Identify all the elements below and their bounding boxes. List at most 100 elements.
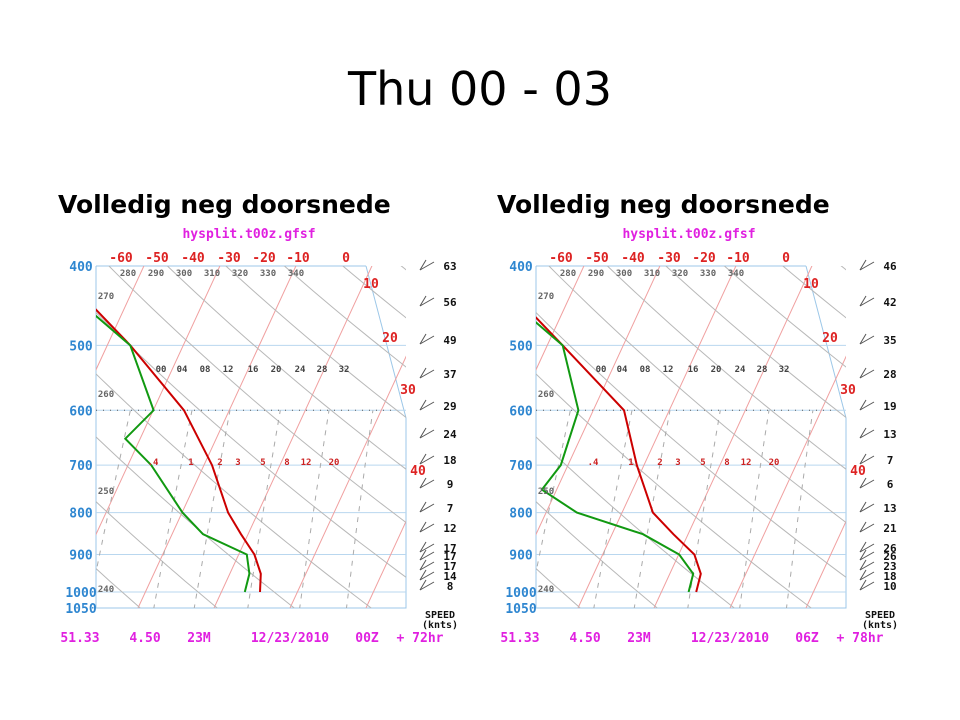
temp-label-right: 20 — [822, 331, 838, 346]
mixing-ratio-line — [593, 410, 633, 608]
wind-barb-flag — [859, 295, 867, 307]
mixing-ratio-label-mid: 24 — [735, 365, 746, 375]
wind-barb — [859, 503, 875, 513]
dry-adiabat — [536, 436, 736, 608]
wind-speed-label: 49 — [443, 334, 456, 347]
wind-barb — [859, 335, 875, 345]
wind-speed-label: 13 — [883, 502, 896, 515]
theta-label-left: 240 — [98, 585, 114, 595]
mixing-ratio-label-low: 1 — [188, 458, 193, 468]
wind-barb-flag — [859, 501, 867, 513]
mixing-ratio-label-mid: 16 — [248, 365, 259, 375]
wind-speed-label: 18 — [443, 454, 456, 467]
wind-barb-flag — [419, 367, 427, 379]
wind-barb-flag — [419, 521, 427, 533]
skewt-svg-right: hysplit.t00z.gfsf-60 -50 -40 -30 -20 -10 01020… — [494, 227, 898, 646]
pressure-label-900: 900 — [509, 549, 533, 564]
mixing-ratio-label-mid: 12 — [223, 365, 234, 375]
mixing-ratio-label-mid: 04 — [617, 365, 628, 375]
wind-speed-label: 63 — [443, 260, 456, 273]
wind-barb — [419, 543, 435, 553]
right-panel-subtitle: Volledig neg doorsnede — [497, 190, 830, 219]
wind-barb-flag — [859, 399, 867, 411]
pressure-label-700: 700 — [69, 459, 93, 474]
theta-label-left: 240 — [538, 585, 554, 595]
temperature-line — [536, 316, 702, 593]
pressure-label-700: 700 — [509, 459, 533, 474]
wind-barb — [859, 571, 875, 581]
mixing-ratio-label-low: 8 — [284, 458, 289, 468]
theta-label-left: 260 — [538, 390, 554, 400]
isotherm — [96, 266, 221, 536]
temp-label-top: -10 — [286, 251, 310, 266]
temp-label-right: 40 — [410, 464, 426, 479]
mixing-ratio-label-low: 8 — [724, 458, 729, 468]
wind-barb-flag — [859, 549, 867, 561]
wind-barb — [419, 369, 435, 379]
model-label: hysplit.t00z.gfsf — [182, 227, 315, 242]
temp-label-top: -30 — [217, 251, 241, 266]
wind-barb-flag — [859, 559, 867, 571]
wind-speed-label: 46 — [883, 260, 897, 273]
theta-label-top: 290 — [148, 269, 164, 279]
wind-speed-label: 29 — [443, 400, 456, 413]
mixing-ratio-line — [494, 410, 495, 609]
pressure-label-600: 600 — [509, 404, 533, 419]
mixing-ratio-label-mid: 00 — [156, 365, 167, 375]
footer-cycle: 06Z — [795, 631, 819, 646]
wind-barb-flag — [419, 477, 427, 489]
theta-label-top: 340 — [728, 269, 744, 279]
dry-adiabat — [723, 266, 846, 368]
pressure-label-400: 400 — [69, 260, 93, 275]
mixing-ratio-line — [785, 410, 814, 608]
mixing-ratio-label-mid: 20 — [711, 365, 722, 375]
wind-barb — [419, 503, 435, 513]
wind-barb-flag — [419, 541, 427, 553]
mixing-ratio-label-low: 12 — [741, 458, 752, 468]
temp-label-top: -50 — [585, 251, 609, 266]
theta-label-top: 310 — [644, 269, 660, 279]
temp-label-top: 0 — [342, 251, 350, 266]
wind-barb — [419, 479, 435, 489]
mixing-ratio-line — [848, 410, 871, 609]
wind-speed-label: 7 — [887, 454, 894, 467]
theta-label-top: 320 — [672, 269, 688, 279]
wind-speed-label: 17 — [443, 550, 456, 563]
dewpoint-line — [96, 314, 251, 593]
mixing-ratio-label-low: 20 — [769, 458, 780, 468]
speed-header: SPEED — [865, 610, 895, 621]
plot-frame — [95, 265, 407, 609]
theta-label-top: 300 — [176, 269, 192, 279]
footer-date: 12/23/2010 — [251, 631, 329, 646]
dry-adiabat — [536, 373, 812, 608]
theta-label-top: 300 — [616, 269, 632, 279]
theta-label-top: 340 — [288, 269, 304, 279]
wind-barb — [859, 369, 875, 379]
wind-barb — [859, 581, 875, 591]
footer-lat: 51.33 — [60, 631, 99, 646]
mixing-ratio-label-low: 3 — [235, 458, 240, 468]
wind-barb — [859, 543, 875, 553]
wind-barb-flag — [859, 367, 867, 379]
wind-barb-flag — [419, 427, 427, 439]
pressure-label-1050: 1050 — [505, 602, 536, 617]
isotherm — [365, 520, 406, 608]
mixing-ratio-label-mid: 08 — [640, 365, 651, 375]
skewt-chart-left: hysplit.t00z.gfsf -60 -50 -40 -30 -20 -10 0 10 20… — [54, 222, 474, 652]
wind-speed-label: 37 — [443, 368, 456, 381]
mixing-ratio-label-mid: 24 — [295, 365, 306, 375]
isotherm — [577, 266, 737, 608]
temp-label-top: -60 — [549, 251, 573, 266]
dry-adiabat — [108, 266, 406, 524]
wind-barb — [419, 261, 435, 271]
dry-adiabat — [225, 266, 406, 419]
grid-group — [494, 266, 871, 609]
dry-adiabat — [606, 266, 846, 470]
wind-barb — [859, 479, 875, 489]
pressure-label-1000: 1000 — [505, 586, 536, 601]
pressure-label-400: 400 — [509, 260, 533, 275]
wind-speed-label: 21 — [883, 522, 897, 535]
skewt-chart-right: hysplit.t00z.gfsf -60 -50 -40 -30 -20 -10 0 10 20… — [494, 222, 914, 652]
temp-label-top: -60 — [109, 251, 133, 266]
plot-frame — [535, 265, 847, 609]
